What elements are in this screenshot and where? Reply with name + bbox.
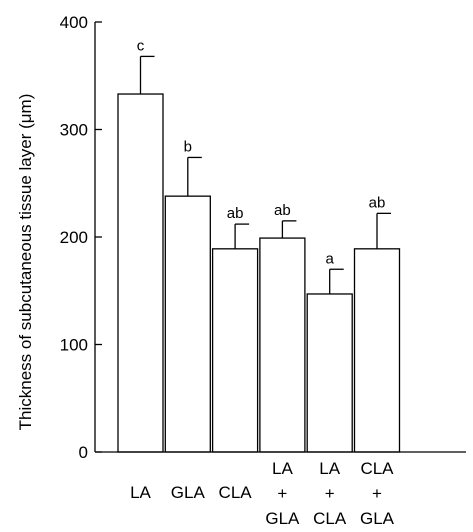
x-tick-label: GLA [171, 483, 206, 502]
significance-label: ab [227, 205, 244, 222]
y-tick-label: 400 [60, 13, 88, 32]
x-tick-label: CLA [219, 483, 253, 502]
x-tick-label: LA [272, 459, 293, 478]
significance-label: c [137, 37, 145, 54]
y-axis: 0 100 200 300 400 [60, 13, 102, 462]
x-tick-label: + [277, 484, 287, 503]
bar [164, 195, 211, 453]
x-tick-label: + [372, 484, 382, 503]
significance-label: ab [369, 194, 386, 211]
y-tick-label: 200 [60, 228, 88, 247]
bar [259, 237, 306, 453]
y-axis-title: Thickness of subcutaneous tissue layer (… [16, 94, 35, 431]
x-tick-label: CLA [360, 459, 394, 478]
significance-label: ab [274, 202, 291, 219]
y-tick-label: 300 [60, 121, 88, 140]
bar [117, 93, 164, 453]
x-tick-label: GLA [360, 509, 395, 528]
y-tick-label: 0 [79, 443, 88, 462]
bar [306, 293, 353, 453]
bar [353, 248, 401, 453]
bar [211, 248, 259, 453]
x-tick-label: LA [319, 459, 340, 478]
x-tick-label: LA [130, 483, 151, 502]
x-axis: LA GLA CLA LA + GLA LA + CLA CLA + GLA [95, 451, 466, 528]
significance-label: b [184, 138, 192, 155]
significance-label: a [326, 250, 335, 267]
bars: c b ab ab a ab [117, 37, 401, 453]
x-tick-label: CLA [313, 509, 347, 528]
x-tick-label: + [325, 484, 335, 503]
y-tick-label: 100 [60, 336, 88, 355]
x-tick-label: GLA [265, 509, 300, 528]
